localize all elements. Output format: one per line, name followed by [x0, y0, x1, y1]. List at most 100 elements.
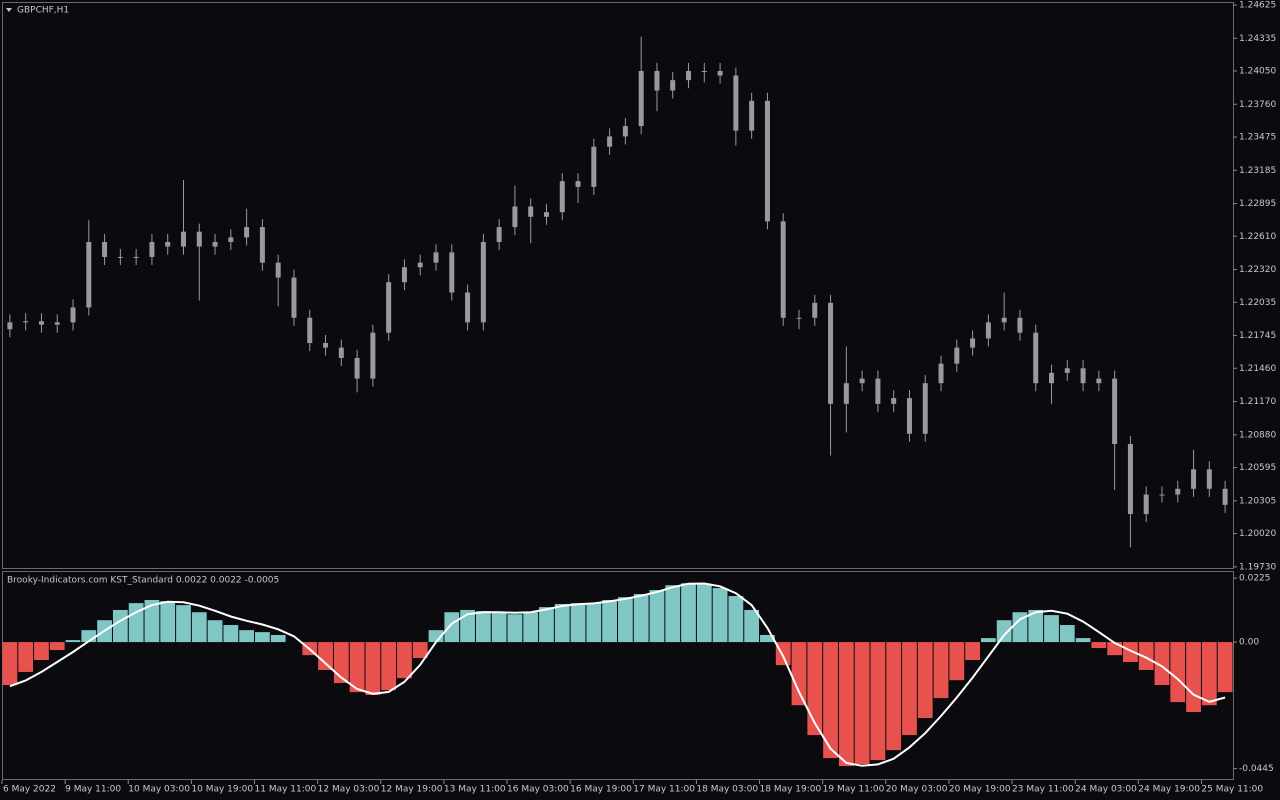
histogram-bar [1217, 642, 1233, 693]
candle-body [354, 357, 360, 379]
candle-body [938, 363, 944, 384]
x-tick-label: 17 May 11:00 [633, 785, 695, 795]
candle-body [496, 227, 502, 243]
histogram-bar [81, 630, 97, 643]
x-tick-label: 10 May 03:00 [128, 785, 190, 795]
candle-body [985, 322, 991, 339]
histogram-bar [223, 625, 239, 643]
candle-body [954, 347, 960, 364]
x-tick-label: 24 May 19:00 [1138, 785, 1200, 795]
histogram-bar [507, 614, 523, 643]
histogram-bar [428, 630, 444, 643]
y-tick-label: -0.0445 [1239, 764, 1274, 774]
candle-body [843, 383, 849, 404]
histogram-bar [381, 642, 397, 691]
x-tick-label: 6 May 2022 [3, 785, 56, 795]
y-tick-label: 1.20880 [1239, 430, 1276, 440]
candle-body [7, 322, 13, 330]
y-tick-label: 1.21170 [1239, 397, 1276, 407]
histogram-bar [128, 603, 144, 643]
histogram-bar [397, 642, 412, 679]
histogram-bar [523, 612, 539, 643]
candle-body [654, 70, 660, 91]
y-tick-label: 0.00 [1239, 638, 1259, 648]
candle-body [828, 302, 834, 404]
histogram-bar [365, 642, 381, 695]
candle-body [906, 398, 912, 434]
histogram-bar [1059, 625, 1075, 643]
candle-body [891, 398, 897, 404]
candle-body [622, 126, 628, 137]
candle-body [323, 343, 329, 348]
y-tick-label: 1.23475 [1239, 132, 1276, 142]
candle-body [1143, 494, 1149, 515]
histogram-bar [712, 588, 728, 643]
candle-body [733, 75, 739, 131]
candle-body [244, 227, 250, 238]
histogram-bar [1044, 615, 1059, 643]
x-tick-label: 13 May 11:00 [444, 785, 506, 795]
candle-body [149, 242, 155, 257]
signal-line [9, 582, 1226, 767]
x-tick-label: 24 May 03:00 [1075, 785, 1137, 795]
x-tick-label: 18 May 03:00 [696, 785, 758, 795]
histogram-bar [18, 642, 34, 672]
candle-body [338, 347, 344, 358]
histogram-bar [886, 642, 902, 751]
candle-body [1064, 368, 1070, 373]
histogram-bar [2, 642, 18, 686]
candle-body [591, 146, 597, 187]
candle-body [433, 252, 439, 263]
x-tick-label: 25 May 11:00 [1201, 785, 1263, 795]
histogram-bar [665, 585, 681, 643]
y-tick-label: 1.22320 [1239, 265, 1276, 275]
candle-body [1017, 317, 1023, 333]
candle-body [559, 181, 565, 213]
histogram-bar [728, 596, 744, 643]
candle-body [1112, 378, 1118, 445]
histogram-bar [1186, 642, 1201, 713]
histogram-bar [838, 642, 854, 767]
histogram-bar [870, 642, 886, 761]
candle-body [859, 378, 865, 384]
candle-body [1222, 488, 1228, 505]
candle-body [749, 100, 755, 131]
histogram-bar [1075, 638, 1091, 643]
candle-body [528, 206, 534, 217]
candle-body [1080, 368, 1086, 384]
x-tick-label: 23 May 11:00 [1012, 785, 1074, 795]
candle-body [117, 256, 123, 258]
candle-body [1191, 469, 1197, 489]
y-tick-label: 1.23760 [1239, 100, 1276, 110]
histogram-bar [965, 642, 980, 661]
candle-body [228, 237, 234, 243]
chart-title: GBPCHF,H1 [17, 6, 69, 16]
candle-body [875, 378, 881, 404]
candle-body [780, 221, 786, 318]
histogram-bar [207, 620, 223, 643]
candle-body [417, 262, 423, 268]
candle-body [291, 277, 297, 318]
y-tick-label: 1.23185 [1239, 166, 1276, 176]
price-panel [2, 2, 1234, 569]
candle-body [259, 227, 265, 263]
histogram-bar [144, 600, 160, 643]
histogram-bar [602, 600, 617, 643]
x-tick-label: 11 May 11:00 [255, 785, 317, 795]
histogram-bar [949, 642, 965, 681]
menu-arrow[interactable] [6, 8, 12, 12]
candle-body [701, 70, 707, 72]
candle-body [1096, 378, 1102, 384]
histogram-bar [1201, 642, 1217, 706]
candle-body [480, 242, 486, 323]
candle-body [386, 282, 392, 333]
histogram-bar [854, 642, 870, 765]
y-tick-label: 1.22610 [1239, 232, 1276, 242]
histogram-bar [649, 590, 665, 643]
candle-body [180, 231, 186, 247]
candle-body [1175, 488, 1181, 495]
histogram-bar [491, 613, 507, 643]
candle-body [370, 332, 376, 379]
histogram-bar [586, 603, 602, 643]
